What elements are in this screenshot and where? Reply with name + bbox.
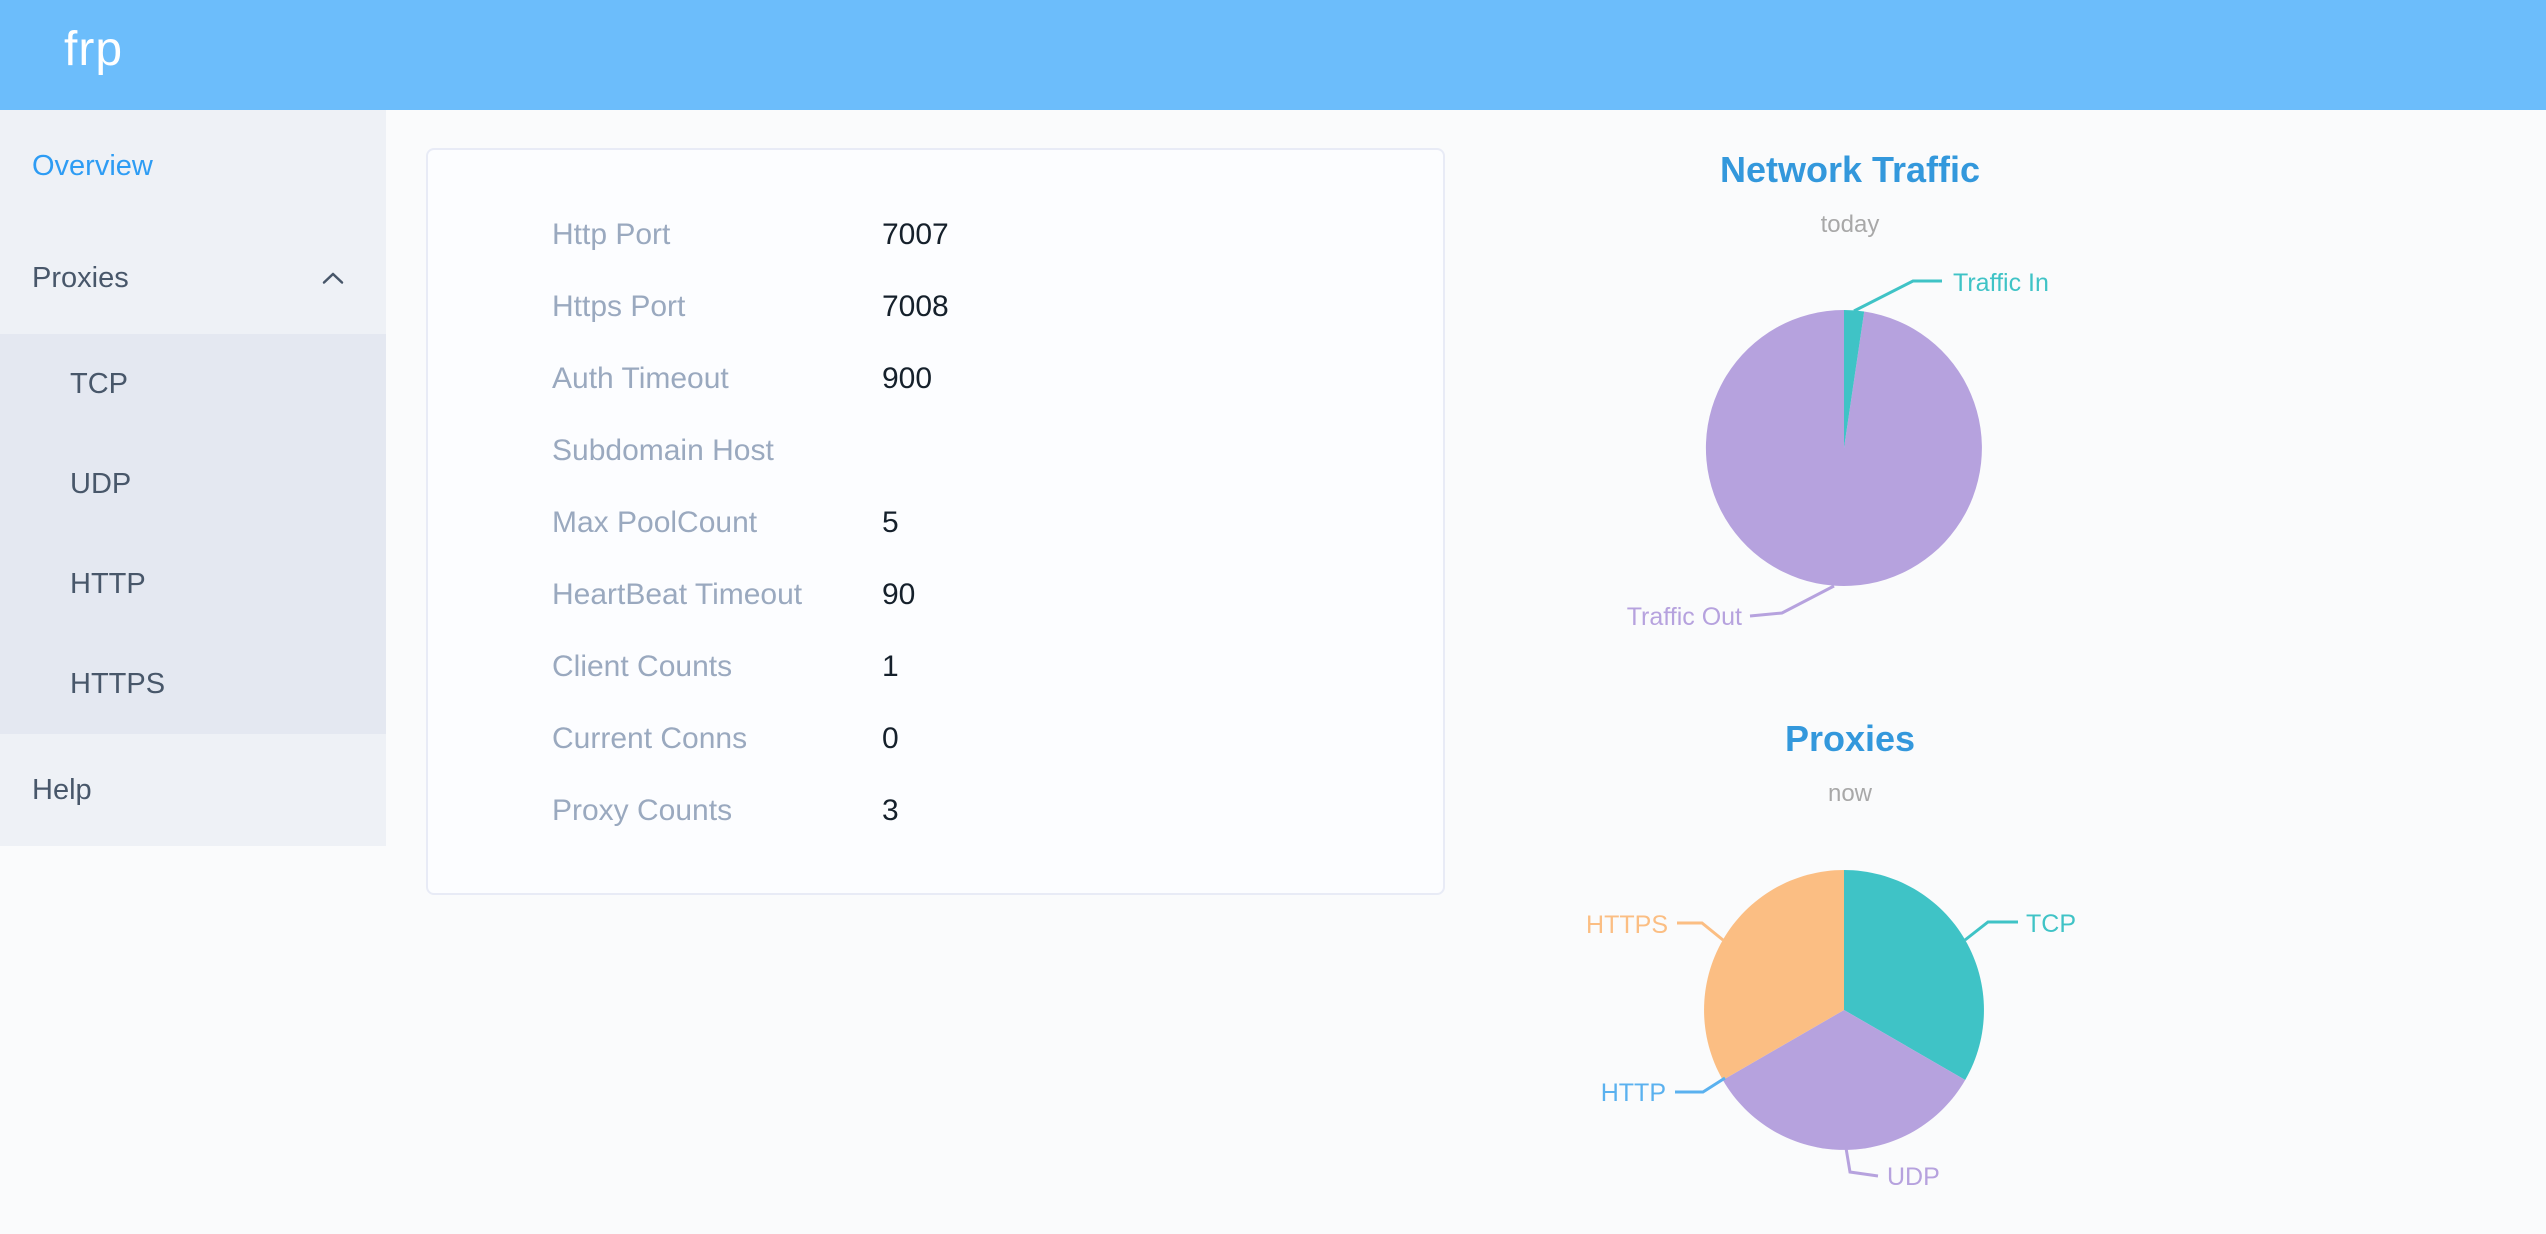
pie-slice-traffic-out[interactable] xyxy=(1705,309,1982,586)
info-label: Current Conns xyxy=(552,722,748,755)
label-line-https xyxy=(1677,921,1724,942)
pie-label-http: HTTP xyxy=(1601,1079,1666,1107)
pie-label-traffic-out: Traffic Out xyxy=(1627,603,1742,631)
server-info-panel: Http Port 7007 Https Port 7008 Auth Timeou… xyxy=(426,148,1445,895)
info-row: Client Counts 1 xyxy=(428,631,1443,703)
info-label: Max PoolCount xyxy=(552,506,758,539)
info-label: Proxy Counts xyxy=(552,794,733,827)
proxies-chart: TCP UDP HTTPS HTTP xyxy=(1586,870,2076,1191)
proxies-chart-title: Proxies xyxy=(1784,718,1916,759)
proxies-chart-subtitle: now xyxy=(1827,780,1873,807)
info-label: Client Counts xyxy=(552,650,733,683)
network-traffic-chart: Traffic In Traffic Out xyxy=(1627,269,2049,631)
sidebar-item-label: Overview xyxy=(32,149,153,182)
info-value: 7008 xyxy=(882,290,949,323)
network-traffic-chart-subtitle: today xyxy=(1820,211,1880,238)
info-row: HeartBeat Timeout 90 xyxy=(428,559,1443,631)
pie-slice-https[interactable] xyxy=(1704,870,1844,1080)
info-value: 0 xyxy=(882,722,899,755)
label-line-traffic-in xyxy=(1853,279,1942,313)
info-value: 90 xyxy=(882,578,916,611)
sidebar-item-label: Help xyxy=(32,773,92,806)
info-value: 3 xyxy=(882,794,899,827)
info-row: Subdomain Host xyxy=(428,415,1443,487)
info-label: HeartBeat Timeout xyxy=(552,578,803,611)
info-row: Auth Timeout 900 xyxy=(428,343,1443,415)
pie-label-tcp: TCP xyxy=(2026,910,2076,938)
pie-label-traffic-in: Traffic In xyxy=(1953,269,2049,297)
info-row: Max PoolCount 5 xyxy=(428,487,1443,559)
label-line-tcp xyxy=(1964,920,2018,942)
label-line-udp xyxy=(1844,1147,1879,1178)
pie-slice-tcp[interactable] xyxy=(1844,870,1984,1080)
app-logo: frp xyxy=(64,23,124,76)
info-row: Proxy Counts 3 xyxy=(428,775,1443,847)
sidebar-item-proxies[interactable]: Proxies xyxy=(0,222,386,334)
pie-label-udp: UDP xyxy=(1887,1163,1940,1191)
sidebar-item-tcp[interactable]: TCP xyxy=(70,367,128,400)
sidebar-item-https[interactable]: HTTPS xyxy=(70,667,166,700)
info-label: Http Port xyxy=(552,218,671,251)
info-value: 7007 xyxy=(882,218,949,251)
info-label: Auth Timeout xyxy=(552,362,729,395)
pie-slice-udp[interactable] xyxy=(1722,1010,1966,1150)
network-traffic-chart-title: Network Traffic xyxy=(1719,149,1981,190)
sidebar-item-label: Proxies xyxy=(32,261,129,294)
pie-label-https: HTTPS xyxy=(1586,911,1668,939)
info-value: 5 xyxy=(882,506,899,539)
info-value: 1 xyxy=(882,650,899,683)
info-label: Https Port xyxy=(552,290,686,323)
sidebar: Overview Proxies TCP UDP HTTP HTTPS Help xyxy=(0,110,386,846)
info-row: Http Port 7007 xyxy=(428,199,1443,271)
label-line-http xyxy=(1675,1076,1726,1094)
sidebar-item-help[interactable]: Help xyxy=(0,734,386,846)
pie-slice-traffic-in[interactable] xyxy=(1844,310,1865,448)
sidebar-item-udp[interactable]: UDP xyxy=(70,467,132,500)
info-row: Current Conns 0 xyxy=(428,703,1443,775)
proxies-submenu: TCP UDP HTTP HTTPS xyxy=(0,334,386,734)
app-header: frp xyxy=(0,0,2546,110)
info-label: Subdomain Host xyxy=(552,434,774,467)
info-value: 900 xyxy=(882,362,933,395)
sidebar-item-overview[interactable]: Overview xyxy=(0,110,386,222)
info-row: Https Port 7008 xyxy=(428,271,1443,343)
label-line-traffic-out xyxy=(1749,584,1835,618)
sidebar-item-http[interactable]: HTTP xyxy=(70,567,146,600)
chevron-up-icon[interactable] xyxy=(322,271,344,285)
